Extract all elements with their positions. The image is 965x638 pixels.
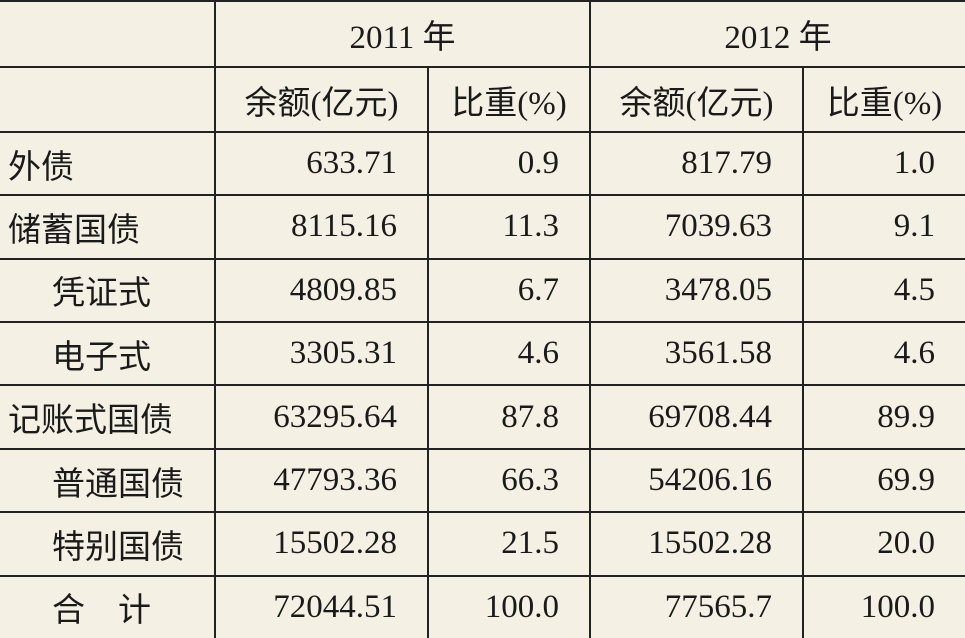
- data-row: 特别国债 15502.28 21.5 15502.28 20.0: [0, 511, 965, 577]
- value-cell: 7039.63: [589, 194, 804, 260]
- value-cell: 633.71: [214, 130, 429, 197]
- row-label: 凭证式: [0, 257, 216, 324]
- value-cell: 9.1: [802, 194, 965, 260]
- value-cell: 69.9: [802, 447, 965, 514]
- value-cell: 0.9: [427, 130, 591, 197]
- value-cell: 47793.36: [214, 447, 429, 514]
- data-row: 普通国债 47793.36 66.3 54206.16 69.9: [0, 447, 965, 514]
- row-label: 记账式国债: [0, 384, 216, 450]
- row-label: 外债: [0, 130, 216, 197]
- row-label: 储蓄国债: [0, 194, 216, 260]
- data-row: 记账式国债 63295.64 87.8 69708.44 89.9: [0, 384, 965, 450]
- value-cell: 66.3: [427, 447, 591, 514]
- sub-header: 余额(亿元): [214, 66, 429, 133]
- value-cell: 89.9: [802, 384, 965, 450]
- row-label: 普通国债: [0, 447, 216, 514]
- value-cell: 72044.51: [214, 574, 429, 638]
- corner-cell: [0, 66, 216, 133]
- value-cell: 4.5: [802, 257, 965, 324]
- value-cell: 15502.28: [589, 511, 804, 577]
- value-cell: 77565.7: [589, 574, 804, 638]
- row-label: 电子式: [0, 321, 216, 387]
- value-cell: 63295.64: [214, 384, 429, 450]
- value-cell: 87.8: [427, 384, 591, 450]
- value-cell: 69708.44: [589, 384, 804, 450]
- value-cell: 8115.16: [214, 194, 429, 260]
- value-cell: 3561.58: [589, 321, 804, 387]
- value-cell: 1.0: [802, 130, 965, 197]
- corner-cell: [0, 0, 216, 69]
- year-header: 2012 年: [589, 0, 965, 69]
- row-label: 合 计: [0, 574, 216, 638]
- year-header: 2011 年: [214, 0, 591, 69]
- value-cell: 100.0: [802, 574, 965, 638]
- sub-header: 余额(亿元): [589, 66, 804, 133]
- value-cell: 100.0: [427, 574, 591, 638]
- value-cell: 11.3: [427, 194, 591, 260]
- data-row: 合 计 72044.51 100.0 77565.7 100.0: [0, 574, 965, 638]
- year-header-row: 2011 年 2012 年: [0, 0, 965, 69]
- value-cell: 3305.31: [214, 321, 429, 387]
- value-cell: 4809.85: [214, 257, 429, 324]
- data-row: 凭证式 4809.85 6.7 3478.05 4.5: [0, 257, 965, 324]
- value-cell: 20.0: [802, 511, 965, 577]
- value-cell: 4.6: [802, 321, 965, 387]
- row-label: 特别国债: [0, 511, 216, 577]
- value-cell: 21.5: [427, 511, 591, 577]
- data-row: 外债 633.71 0.9 817.79 1.0: [0, 130, 965, 197]
- value-cell: 4.6: [427, 321, 591, 387]
- sub-header: 比重(%): [427, 66, 591, 133]
- sub-header: 比重(%): [802, 66, 965, 133]
- value-cell: 3478.05: [589, 257, 804, 324]
- value-cell: 817.79: [589, 130, 804, 197]
- value-cell: 54206.16: [589, 447, 804, 514]
- value-cell: 15502.28: [214, 511, 429, 577]
- value-cell: 6.7: [427, 257, 591, 324]
- sub-header-row: 余额(亿元) 比重(%) 余额(亿元) 比重(%): [0, 66, 965, 133]
- data-row: 电子式 3305.31 4.6 3561.58 4.6: [0, 321, 965, 387]
- data-row: 储蓄国债 8115.16 11.3 7039.63 9.1: [0, 194, 965, 260]
